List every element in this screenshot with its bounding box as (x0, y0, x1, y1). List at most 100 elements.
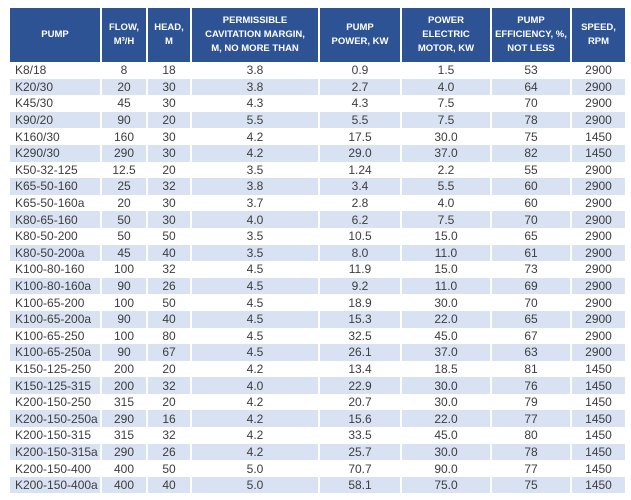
cell-motor_power: 90.0 (400, 460, 490, 477)
cell-pump: K200-150-400 (15, 461, 92, 476)
cell-efficiency: 55 (490, 161, 570, 179)
cell-pump: K200-150-315a (15, 444, 98, 459)
cell-efficiency: 67 (490, 327, 570, 345)
cell-head: 18 (146, 62, 190, 79)
cell-cavitation: 4.5 (190, 327, 318, 345)
cell-flow: 20 (100, 78, 146, 96)
cell-cavitation: 3.8 (190, 78, 318, 96)
col-header-motor_power: POWER ELECTRIC MOTOR, KW (400, 8, 490, 62)
cell-speed: 2900 (570, 261, 625, 278)
cell-speed: 1450 (570, 410, 625, 428)
cell-pump_power: 0.9 (318, 62, 400, 79)
cell-flow: 50 (100, 211, 146, 228)
cell-flow: 400 (100, 460, 146, 477)
cell-pump: K100-80-160a (15, 279, 92, 294)
cell-pump_power: 4.3 (318, 95, 400, 112)
cell-motor_power: 30.0 (400, 393, 490, 411)
cell-pump_power: 3.4 (318, 178, 400, 195)
cell-efficiency: 79 (490, 393, 570, 411)
table-row: K290/30 290 30 4.2 29.0 37.0 82 1450 (10, 144, 625, 162)
cell-speed: 1450 (570, 460, 625, 477)
cell-pump_power: 5.5 (318, 111, 400, 129)
col-header-head: HEAD, M (146, 8, 190, 62)
cell-head: 40 (146, 476, 190, 494)
cell-pump_power: 10.5 (318, 227, 400, 245)
cell-motor_power: 30.0 (400, 294, 490, 311)
cell-flow: 290 (100, 144, 146, 162)
cell-head: 50 (146, 460, 190, 477)
col-header-flow: FLOW, M³/H (100, 8, 146, 62)
table-header: PUMP FLOW, M³/H HEAD, M PERMISSIBLE CAVITAT… (10, 8, 625, 62)
cell-pump: K150-125-315 (15, 378, 92, 393)
cell-efficiency: 76 (490, 377, 570, 394)
table-row: K100-65-200 100 50 4.5 18.9 30.0 70 2900 (10, 294, 625, 311)
cell-speed: 2900 (570, 310, 625, 328)
cell-flow: 200 (100, 377, 146, 394)
cell-cavitation: 4.0 (190, 211, 318, 228)
cell-cavitation: 4.5 (190, 294, 318, 311)
cell-head: 30 (146, 144, 190, 162)
cell-efficiency: 65 (490, 227, 570, 245)
cell-efficiency: 78 (490, 443, 570, 461)
cell-pump_power: 20.7 (318, 393, 400, 411)
cell-efficiency: 70 (490, 211, 570, 228)
table-row: K150-125-250 200 20 4.2 13.4 18.5 81 1450 (10, 360, 625, 378)
cell-motor_power: 7.5 (400, 211, 490, 228)
table-row: K200-150-250 315 20 4.2 20.7 30.0 79 1450 (10, 393, 625, 411)
col-header-efficiency: PUMP EFFICIENCY, %, NOT LESS (490, 8, 570, 62)
cell-head: 16 (146, 410, 190, 428)
cell-pump: K45/30 (15, 96, 54, 111)
table-row: K100-65-250 100 80 4.5 32.5 45.0 67 2900 (10, 327, 625, 345)
cell-efficiency: 63 (490, 344, 570, 361)
col-header-speed: SPEED, RPM (570, 8, 625, 62)
cell-flow: 290 (100, 443, 146, 461)
cell-cavitation: 3.8 (190, 178, 318, 195)
cell-motor_power: 30.0 (400, 128, 490, 145)
table-row: K50-32-125 12.5 20 3.5 1.24 2.2 55 2900 (10, 161, 625, 179)
cell-pump_power: 9.2 (318, 277, 400, 295)
cell-speed: 2900 (570, 95, 625, 112)
cell-cavitation: 4.2 (190, 427, 318, 444)
cell-motor_power: 22.0 (400, 310, 490, 328)
cell-pump_power: 8.0 (318, 244, 400, 262)
cell-speed: 1450 (570, 360, 625, 378)
table-row: K45/30 45 30 4.3 4.3 7.5 70 2900 (10, 95, 625, 112)
cell-speed: 2900 (570, 227, 625, 245)
table-row: K65-50-160 25 32 3.8 3.4 5.5 60 2900 (10, 178, 625, 195)
cell-pump_power: 25.7 (318, 443, 400, 461)
cell-head: 26 (146, 443, 190, 461)
cell-cavitation: 4.3 (190, 95, 318, 112)
cell-pump: K65-50-160a (15, 196, 85, 211)
cell-speed: 2900 (570, 78, 625, 96)
cell-pump: K100-80-160 (15, 262, 85, 277)
cell-head: 50 (146, 227, 190, 245)
cell-cavitation: 3.7 (190, 194, 318, 212)
cell-motor_power: 5.5 (400, 178, 490, 195)
table-row: K80-50-200a 45 40 3.5 8.0 11.0 61 2900 (10, 244, 625, 262)
cell-pump_power: 1.24 (318, 161, 400, 179)
cell-flow: 315 (100, 393, 146, 411)
cell-head: 67 (146, 344, 190, 361)
cell-head: 30 (146, 95, 190, 112)
cell-efficiency: 78 (490, 111, 570, 129)
table-row: K100-80-160a 90 26 4.5 9.2 11.0 69 2900 (10, 277, 625, 295)
cell-speed: 1450 (570, 144, 625, 162)
cell-pump: K80-65-160 (15, 212, 78, 227)
cell-flow: 100 (100, 261, 146, 278)
cell-pump_power: 26.1 (318, 344, 400, 361)
cell-flow: 45 (100, 244, 146, 262)
cell-speed: 2900 (570, 327, 625, 345)
cell-pump_power: 29.0 (318, 144, 400, 162)
cell-motor_power: 11.0 (400, 277, 490, 295)
table-row: K200-150-400 400 50 5.0 70.7 90.0 77 1450 (10, 460, 625, 477)
cell-speed: 1450 (570, 377, 625, 394)
cell-head: 40 (146, 310, 190, 328)
cell-cavitation: 5.5 (190, 111, 318, 129)
cell-cavitation: 3.5 (190, 161, 318, 179)
table-row: K80-50-200 50 50 3.5 10.5 15.0 65 2900 (10, 227, 625, 245)
cell-pump: K100-65-250 (15, 328, 85, 343)
cell-head: 26 (146, 277, 190, 295)
cell-cavitation: 4.5 (190, 344, 318, 361)
cell-efficiency: 81 (490, 360, 570, 378)
cell-motor_power: 11.0 (400, 244, 490, 262)
